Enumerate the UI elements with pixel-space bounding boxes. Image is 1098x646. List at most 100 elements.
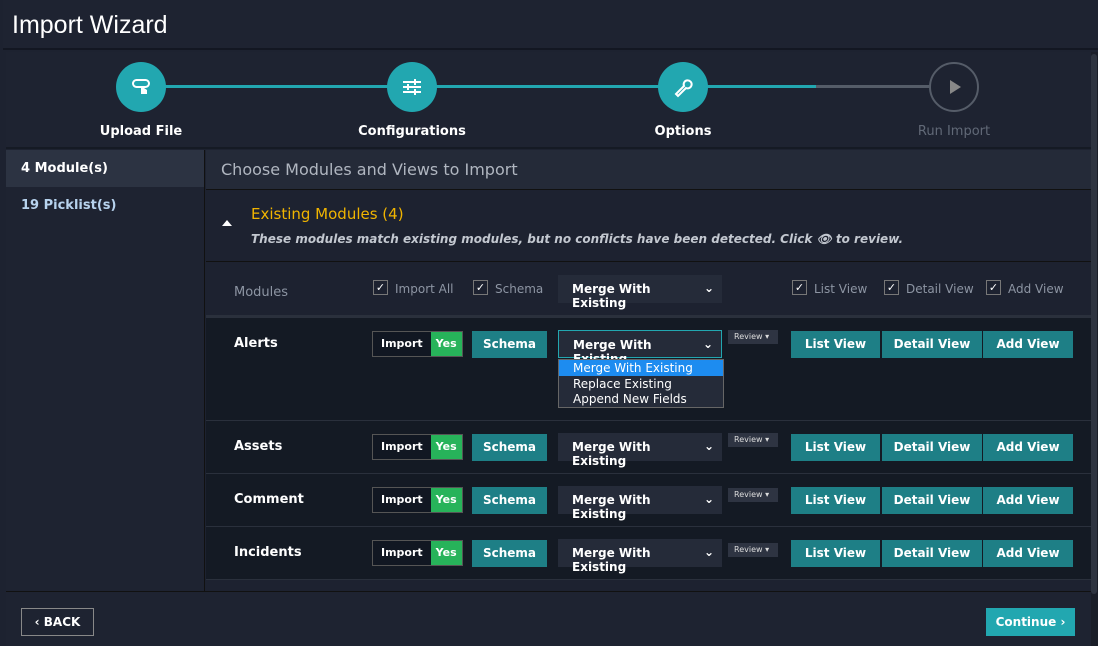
step-label: Upload File [99,124,183,139]
step-upload-file[interactable]: Upload File [71,62,211,139]
existing-modules-section: Existing Modules (4) These modules match… [206,190,1091,262]
add-view-label: Add View [1008,282,1064,296]
step-label: Run Import [917,124,991,139]
schema-button[interactable]: Schema [472,434,547,461]
module-name: Incidents [234,545,302,560]
merge-select[interactable]: Merge With Existing⌄ [558,330,722,366]
dropdown-option[interactable]: Replace Existing [573,376,672,391]
chevron-left-icon: ‹ [34,615,44,629]
step-options[interactable]: Options [613,62,753,139]
chevron-down-icon: ⌄ [703,439,714,453]
merge-select[interactable]: Merge With Existing ⌄ [558,486,722,521]
merge-all-select[interactable]: Merge With Existing ⌄ [558,275,722,310]
review-label: Review [734,332,763,341]
add-view-checkbox[interactable]: ✓ [986,280,1001,295]
schema-button[interactable]: Schema [472,540,547,567]
table-header: Modules ✓ Import All ✓ Schema Merge With… [206,262,1091,318]
add-view-button[interactable]: Add View [983,540,1073,567]
continue-label: Continue [995,615,1057,629]
back-label: BACK [43,615,81,629]
section-description: These modules match existing modules, bu… [251,232,904,246]
toggle-label: Import [381,440,423,453]
sidebar-item-modules[interactable]: 4 Module(s) [6,150,204,187]
schema-checkbox[interactable]: ✓ [473,280,488,295]
table-row: Comment Import Yes Schema Merge With Exis… [206,474,1091,527]
chevron-down-icon: ⌄ [703,545,714,559]
list-view-button[interactable]: List View [791,540,880,567]
schema-button[interactable]: Schema [472,487,547,514]
list-view-checkbox[interactable]: ✓ [792,280,807,295]
review-dropdown[interactable]: Review ▾ [728,488,778,502]
toggle-yes: Yes [430,541,462,565]
merge-select[interactable]: Merge With Existing ⌄ [558,433,722,468]
import-toggle[interactable]: Import Yes [372,540,463,566]
wizard-stepper: Upload File Configurations Options Run I… [6,52,1091,149]
schema-button[interactable]: Schema [472,331,547,358]
detail-view-button[interactable]: Detail View [882,540,982,567]
module-name: Comment [234,492,304,507]
toggle-yes: Yes [430,435,462,459]
continue-button[interactable]: Continue › [986,608,1075,636]
add-view-button[interactable]: Add View [983,331,1073,358]
chevron-down-icon: ⌄ [703,492,714,506]
schema-label: Schema [495,282,544,296]
table-row: Alerts Import Yes Schema Merge With Exist… [206,318,1091,421]
scrollbar[interactable] [1091,52,1098,646]
add-view-button[interactable]: Add View [983,434,1073,461]
list-view-button[interactable]: List View [791,487,880,514]
toggle-label: Import [381,337,423,350]
detail-view-button[interactable]: Detail View [882,331,982,358]
step-run-import: Run Import [884,62,1024,139]
detail-view-button[interactable]: Detail View [882,434,982,461]
list-view-button[interactable]: List View [791,434,880,461]
review-dropdown[interactable]: Review ▾ [728,543,778,557]
module-name: Alerts [234,336,278,351]
step-label: Options [654,124,712,139]
merge-select[interactable]: Merge With Existing⌄ [558,539,722,574]
table-row: Incidents Import Yes Schema Merge With Ex… [206,527,1091,580]
detail-view-label: Detail View [906,282,974,296]
import-toggle[interactable]: Import Yes [372,434,463,460]
review-label: Review [734,545,763,554]
chevron-right-icon: › [1056,615,1066,629]
play-icon [929,62,979,112]
dropdown-option[interactable]: Append New Fields [573,392,687,406]
merge-dropdown-menu: Merge With Existing Replace Existing App… [558,359,724,408]
footer: ‹ BACK Continue › [6,591,1091,646]
step-label: Configurations [358,124,466,139]
collapse-caret-icon[interactable] [222,220,232,226]
main-panel: Choose Modules and Views to Import Exist… [206,150,1091,591]
sidebar: 4 Module(s) 19 Picklist(s) [6,150,205,591]
page-title: Import Wizard [12,11,168,39]
review-dropdown[interactable]: Review ▾ [728,330,778,344]
chevron-down-icon: ⌄ [702,337,713,351]
add-view-button[interactable]: Add View [983,487,1073,514]
toggle-label: Import [381,493,423,506]
wrench-icon [658,62,708,112]
import-toggle[interactable]: Import Yes [372,331,463,357]
scrollbar-thumb[interactable] [1091,54,1097,594]
sidebar-item-picklists[interactable]: 19 Picklist(s) [21,198,117,213]
import-all-checkbox[interactable]: ✓ [373,280,388,295]
import-all-label: Import All [395,282,454,296]
select-value: Merge With Existing [572,282,651,310]
detail-view-checkbox[interactable]: ✓ [884,280,899,295]
step-configurations[interactable]: Configurations [342,62,482,139]
toggle-yes: Yes [430,488,462,512]
toggle-label: Import [381,546,423,559]
back-button[interactable]: ‹ BACK [21,608,94,636]
import-toggle[interactable]: Import Yes [372,487,463,513]
dropdown-option[interactable]: Merge With Existing [559,360,723,376]
progress-line-remaining [816,85,952,88]
list-view-label: List View [814,282,868,296]
section-title[interactable]: Existing Modules (4) [251,205,404,223]
sliders-icon [387,62,437,112]
select-value: Merge With Existing [572,440,651,468]
upload-hand-icon [116,62,166,112]
review-dropdown[interactable]: Review ▾ [728,433,778,447]
detail-view-button[interactable]: Detail View [882,487,982,514]
select-value: Merge With Existing [572,493,651,521]
table-row: Assets Import Yes Schema Merge With Exist… [206,421,1091,474]
list-view-button[interactable]: List View [791,331,880,358]
review-label: Review [734,435,763,444]
